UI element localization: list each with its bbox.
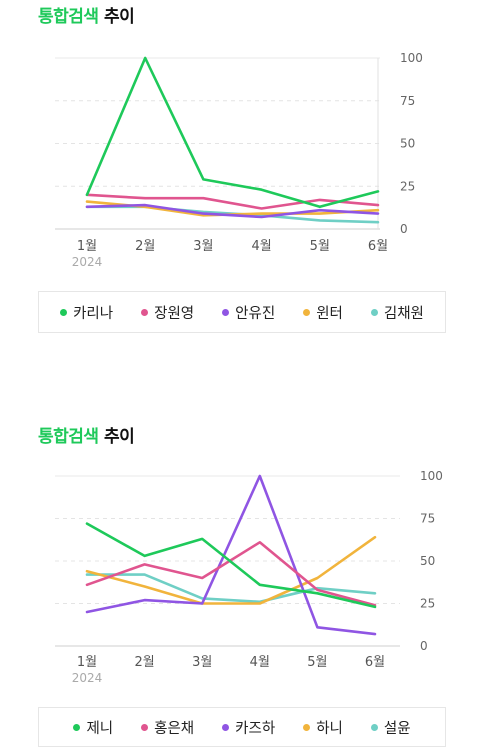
legend-label: 홍은채 — [154, 720, 195, 737]
series-line — [85, 522, 377, 609]
chart-title-accent: 통합검색 — [38, 7, 99, 27]
x-tick-label: 6월 — [365, 655, 385, 670]
chart-title-accent: 통합검색 — [38, 427, 99, 447]
x-tick-label: 6월 — [368, 239, 388, 254]
x-tick-label: 4월 — [251, 239, 271, 254]
series-line — [85, 193, 380, 210]
legend-item[interactable]: 장원영 — [141, 302, 194, 323]
x-tick-label: 5월 — [307, 655, 327, 670]
series-line — [85, 535, 377, 605]
legend-dot — [73, 723, 81, 731]
y-tick-label: 50 — [420, 554, 435, 568]
legend-dot — [222, 308, 230, 316]
y-tick-label: 25 — [420, 597, 435, 611]
x-tick-label: 3월 — [192, 655, 212, 670]
x-tick-label: 2월 — [135, 239, 155, 254]
y-tick-label: 25 — [400, 179, 415, 193]
y-tick-label: 100 — [420, 469, 443, 483]
legend-item[interactable]: 홍은채 — [141, 717, 194, 738]
legend-item[interactable]: 하니 — [303, 717, 343, 738]
legend-item[interactable]: 윈터 — [303, 302, 343, 323]
legend-label: 설윤 — [383, 720, 411, 737]
legend-item[interactable]: 김채원 — [370, 302, 424, 323]
series-line — [85, 56, 380, 209]
legend-label: 안유진 — [235, 305, 276, 322]
line-chart-1: 0 25 50 75 100 1월 2월 3월 4월 5월 6월 2024 — [55, 51, 423, 269]
y-tick-label: 100 — [400, 51, 423, 65]
legend-dot — [370, 723, 378, 731]
legend-label: 카리나 — [73, 305, 114, 322]
series-line — [85, 541, 377, 607]
series-line — [85, 573, 377, 604]
legend-label: 김채원 — [383, 305, 424, 322]
legend-item[interactable]: 제니 — [73, 717, 113, 738]
x-tick-label: 5월 — [310, 239, 330, 254]
legend-dot — [141, 723, 149, 731]
legend-dot — [222, 723, 230, 731]
x-year-label: 2024 — [72, 671, 103, 685]
chart-legend: 카리나 장원영 안유진 윈터 김채원 — [38, 291, 446, 333]
chart-panel-2: 통합검색 추이 0 25 50 75 100 1월 2월 3월 4월 5월 6월 2024 제니 홍은… — [0, 418, 480, 749]
x-tick-label: 3월 — [193, 239, 213, 254]
y-tick-label: 75 — [420, 512, 435, 526]
chart-panel-1: 통합검색 추이 0 25 50 75 100 1월 2월 3월 4월 5월 6월 2024 카리나 장… — [0, 0, 480, 345]
chart-title: 통합검색 추이 — [38, 422, 135, 447]
series-line — [85, 474, 377, 636]
legend-dot — [370, 308, 378, 316]
chart-title: 통합검색 추이 — [38, 2, 135, 27]
y-tick-label: 0 — [420, 639, 428, 653]
legend-label: 제니 — [86, 720, 114, 737]
legend-dot — [60, 308, 68, 316]
y-tick-label: 75 — [400, 94, 415, 108]
x-year-label: 2024 — [72, 255, 103, 269]
chart-legend: 제니 홍은채 카즈하 하니 설윤 — [38, 707, 446, 747]
legend-dot — [141, 308, 149, 316]
legend-item[interactable]: 카즈하 — [222, 717, 275, 738]
y-tick-label: 0 — [400, 222, 408, 236]
x-tick-label: 1월 — [77, 239, 97, 254]
legend-dot — [303, 723, 311, 731]
y-tick-label: 50 — [400, 137, 415, 151]
legend-label: 하니 — [316, 720, 343, 737]
legend-item[interactable]: 설윤 — [370, 717, 411, 738]
legend-label: 윈터 — [316, 305, 343, 322]
legend-label: 장원영 — [154, 305, 195, 322]
legend-label: 카즈하 — [235, 720, 276, 737]
line-chart-2: 0 25 50 75 100 1월 2월 3월 4월 5월 6월 2024 — [55, 469, 443, 685]
legend-item[interactable]: 안유진 — [222, 302, 275, 323]
chart-title-rest: 추이 — [103, 7, 135, 27]
chart-title-rest: 추이 — [103, 427, 135, 447]
x-tick-label: 1월 — [77, 655, 97, 670]
legend-item[interactable]: 카리나 — [60, 302, 113, 323]
series-line — [85, 203, 380, 219]
legend-dot — [303, 308, 311, 316]
x-tick-label: 2월 — [134, 655, 154, 670]
x-tick-label: 4월 — [250, 655, 270, 670]
